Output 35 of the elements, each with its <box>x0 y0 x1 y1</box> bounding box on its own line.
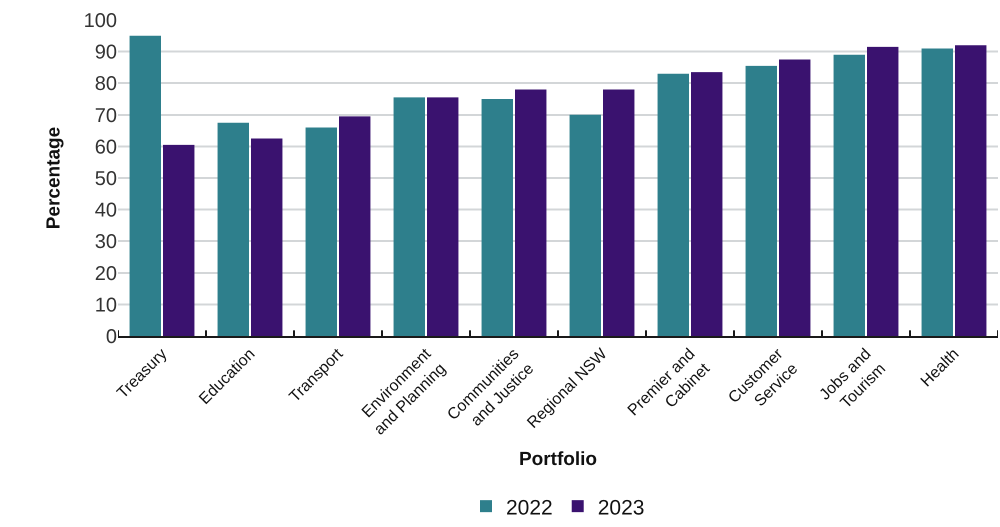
legend-label: 2022 <box>506 496 553 520</box>
bar <box>394 97 425 336</box>
y-tick-label: 0 <box>106 326 117 348</box>
bar <box>922 48 953 336</box>
bar <box>603 90 634 336</box>
y-tick-label: 70 <box>94 104 117 127</box>
bar <box>867 46 898 336</box>
y-tick-label: 40 <box>94 200 117 222</box>
bar <box>955 45 986 336</box>
bar <box>658 74 689 336</box>
bar <box>306 127 337 336</box>
y-tick-label: 20 <box>94 262 117 285</box>
bar <box>251 138 282 336</box>
y-tick-label: 90 <box>94 42 117 64</box>
bar <box>130 36 161 336</box>
bar <box>779 60 810 336</box>
bar <box>339 116 370 336</box>
y-tick-label: 10 <box>94 294 117 316</box>
bar <box>163 144 194 336</box>
y-tick-label: 60 <box>94 136 117 158</box>
y-tick-label: 50 <box>94 168 117 190</box>
y-tick-label: 30 <box>94 231 117 254</box>
x-axis-title: Portfolio <box>518 448 598 470</box>
bar <box>427 97 458 336</box>
legend-label: 2023 <box>598 496 644 520</box>
bar <box>691 72 722 336</box>
bar <box>834 54 865 336</box>
bar <box>570 114 601 336</box>
y-tick-label: 100 <box>84 10 117 32</box>
bar <box>218 122 249 336</box>
y-tick-label: 80 <box>94 73 117 96</box>
bar <box>746 66 777 336</box>
bar <box>515 90 546 336</box>
bar <box>482 99 513 336</box>
y-axis-title: Percentage <box>43 126 64 230</box>
